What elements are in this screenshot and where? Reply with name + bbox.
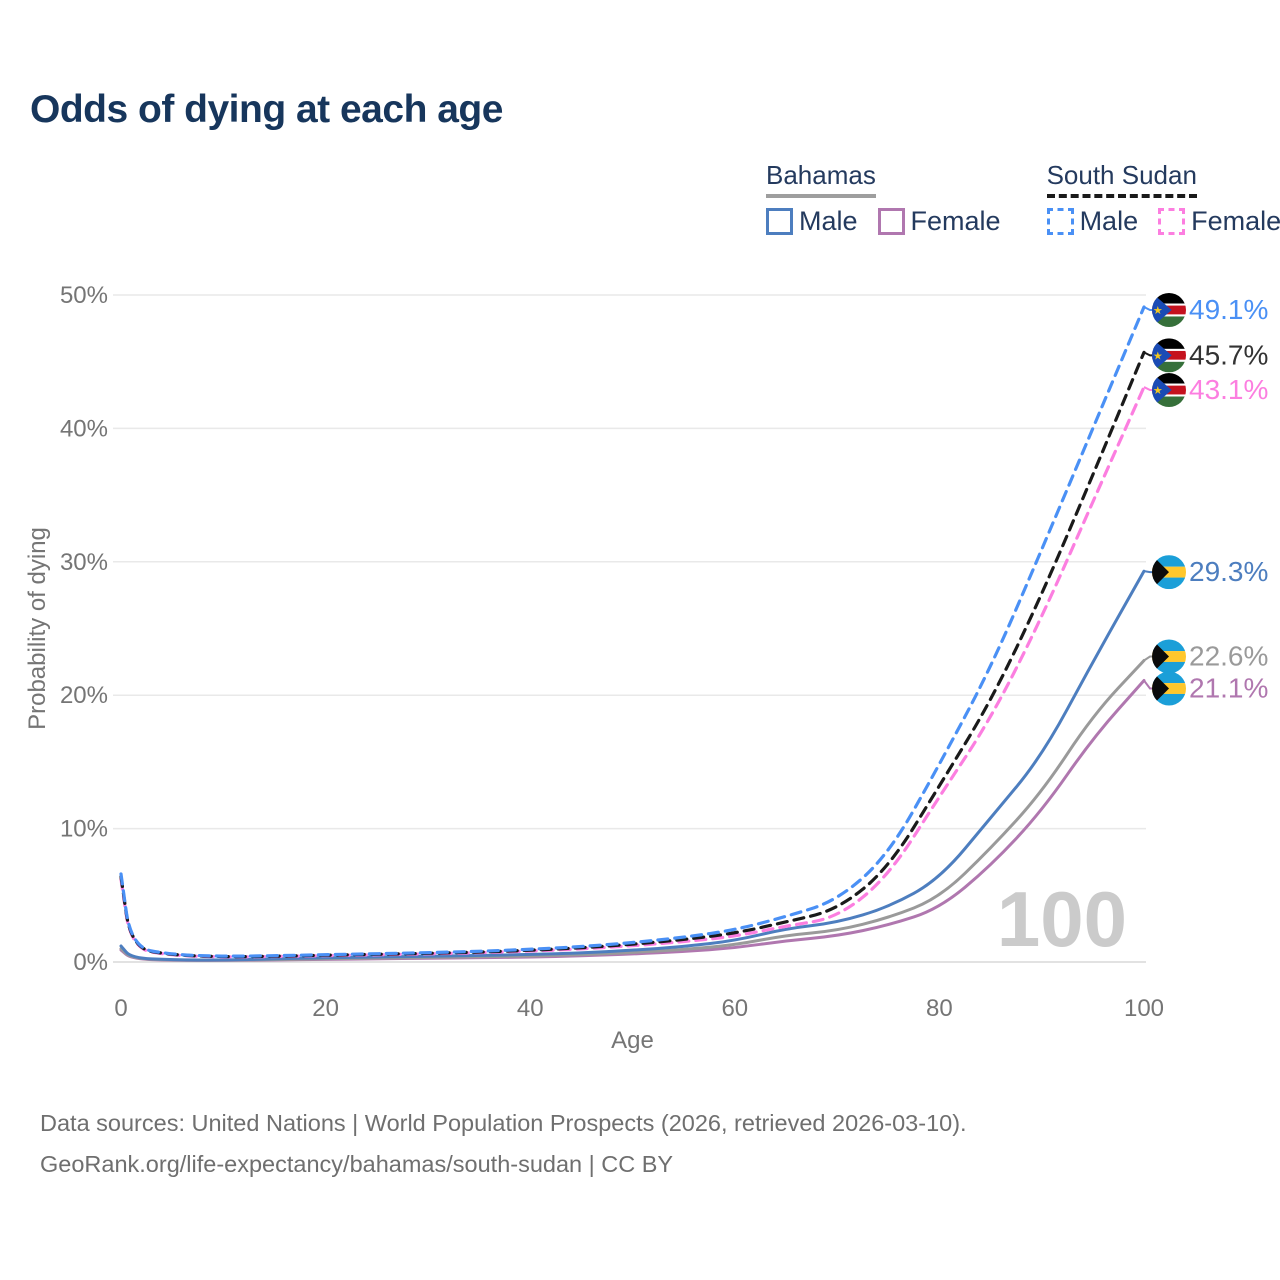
series-line-bahamas-both-sexes[interactable] xyxy=(119,659,1146,962)
y-tick-label: 40% xyxy=(60,415,108,442)
legend-item-label: Female xyxy=(1191,206,1280,236)
y-tick-label: 10% xyxy=(60,816,108,843)
footer-data-sources: Data sources: United Nations | World Pop… xyxy=(40,1110,967,1136)
x-tick-label: 80 xyxy=(926,995,953,1022)
legend-item-south-sudan-male[interactable]: Male xyxy=(1046,206,1139,237)
legend-item-bahamas-male[interactable]: Male xyxy=(766,206,858,237)
legend-item-label: Female xyxy=(910,206,1001,236)
legend-item-label: Male xyxy=(1079,206,1139,236)
series-line-bahamas-male[interactable] xyxy=(119,569,1146,962)
y-tick-label: 50% xyxy=(60,282,108,309)
south-sudan-flag-icon: ★ xyxy=(1152,338,1186,373)
y-tick-label: 20% xyxy=(60,682,108,709)
legend-group-bahamas: Bahamas Male Female xyxy=(766,160,1001,237)
svg-text:★: ★ xyxy=(1153,350,1163,362)
end-value-label-bahamas-both-sexes: 22.6% xyxy=(1189,641,1268,672)
series-line-south-sudan-female[interactable] xyxy=(119,385,1146,959)
page-title: Odds of dying at each age xyxy=(30,88,503,131)
legend-swatch-dashed xyxy=(1158,208,1186,235)
series-line-bahamas-female[interactable] xyxy=(119,679,1146,962)
legend-group-south-sudan: South Sudan Male Female xyxy=(1046,160,1280,237)
age-counter-watermark: 100 xyxy=(997,875,1127,963)
legend: Bahamas Male Female South Sudan Male Female xyxy=(766,160,1280,237)
south-sudan-flag-icon: ★ xyxy=(1152,293,1186,328)
footer-attribution: GeoRank.org/life-expectancy/bahamas/sout… xyxy=(40,1151,674,1177)
footer: Data sources: United Nations | World Pop… xyxy=(40,1103,967,1185)
y-tick-label: 0% xyxy=(73,949,108,976)
end-value-label-bahamas-female: 21.1% xyxy=(1189,673,1268,704)
legend-item-south-sudan-female[interactable]: Female xyxy=(1158,206,1280,237)
svg-text:★: ★ xyxy=(1153,385,1163,397)
x-axis-title: Age xyxy=(611,1027,654,1054)
end-value-label-bahamas-male: 29.3% xyxy=(1189,556,1268,587)
legend-group-label: South Sudan xyxy=(1046,160,1197,190)
end-value-label-south-sudan-male: 49.1% xyxy=(1189,294,1268,325)
legend-swatch-solid xyxy=(877,208,905,235)
x-tick-label: 0 xyxy=(114,995,127,1022)
x-tick-label: 60 xyxy=(721,995,748,1022)
svg-text:★: ★ xyxy=(1153,305,1163,317)
legend-item-label: Male xyxy=(799,206,858,236)
legend-group-label: Bahamas xyxy=(766,160,876,190)
bahamas-flag-icon xyxy=(1152,639,1186,674)
bahamas-flag-icon xyxy=(1152,671,1186,706)
y-tick-label: 30% xyxy=(60,549,108,576)
x-tick-label: 40 xyxy=(517,995,544,1022)
south-sudan-flag-icon: ★ xyxy=(1152,373,1186,408)
y-axis-title: Probability of dying xyxy=(24,527,51,730)
end-value-label-south-sudan-female: 43.1% xyxy=(1189,374,1268,405)
legend-underline-dashed-line xyxy=(1046,194,1197,198)
legend-item-bahamas-female[interactable]: Female xyxy=(877,206,1001,237)
legend-swatch-solid xyxy=(766,208,793,235)
legend-underline-solid-line xyxy=(766,194,876,198)
series-line-south-sudan-male[interactable] xyxy=(119,305,1146,958)
x-tick-label: 20 xyxy=(312,995,339,1022)
legend-swatch-dashed xyxy=(1046,208,1074,235)
x-tick-label: 100 xyxy=(1124,995,1164,1022)
bahamas-flag-icon xyxy=(1152,555,1186,590)
end-value-label-south-sudan-both-sexes: 45.7% xyxy=(1189,339,1268,370)
